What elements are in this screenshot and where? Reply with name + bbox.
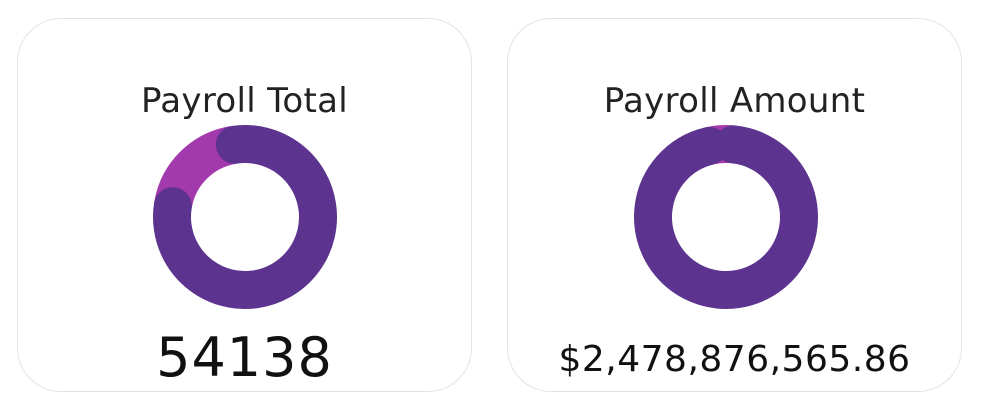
card-title: Payroll Amount xyxy=(603,81,866,121)
card-value: 54138 xyxy=(156,326,333,389)
payroll-total-card: Payroll Total 54138 xyxy=(17,18,472,392)
donut-slice-1 xyxy=(153,124,337,309)
payroll-amount-donut-chart xyxy=(634,125,818,309)
payroll-total-donut-chart xyxy=(153,124,337,309)
card-title: Payroll Total xyxy=(141,81,348,121)
donut-slice-1 xyxy=(634,125,818,309)
card-value: $2,478,876,565.86 xyxy=(558,339,911,380)
payroll-amount-card: Payroll Amount $2,478,876,565.86 xyxy=(507,18,962,392)
